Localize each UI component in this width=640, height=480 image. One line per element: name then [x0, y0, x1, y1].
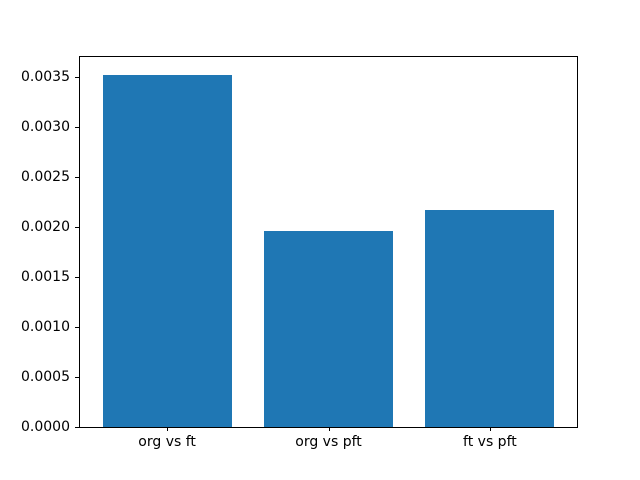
right-spine — [577, 56, 578, 428]
x-tick-label: org vs pft — [295, 434, 362, 450]
y-tick-label: 0.0015 — [21, 269, 70, 285]
y-tick-label: 0.0025 — [21, 169, 70, 185]
x-tick-mark — [328, 427, 330, 431]
y-tick-label: 0.0030 — [21, 119, 70, 135]
x-tick-mark — [489, 427, 491, 431]
left-spine — [79, 56, 80, 428]
y-tick-label: 0.0005 — [21, 369, 70, 385]
y-tick-mark — [75, 77, 79, 78]
y-tick-mark — [75, 277, 79, 278]
y-tick-label: 0.0000 — [21, 419, 70, 435]
y-tick-mark — [75, 177, 79, 178]
y-tick-mark — [75, 327, 79, 328]
y-tick-label: 0.0035 — [21, 69, 70, 85]
bar-ft-vs-pft — [425, 210, 555, 427]
plot-area: 0.0000 0.0005 0.0010 0.0015 0.0020 0.0025 0.00… — [21, 56, 578, 450]
x-tick-label: org vs ft — [138, 434, 196, 450]
x-tick-label: ft vs pft — [463, 434, 517, 450]
y-tick-mark — [75, 377, 79, 378]
y-tick-mark — [75, 127, 79, 128]
y-tick-label: 0.0010 — [21, 319, 70, 335]
x-tick-mark — [167, 427, 169, 431]
y-tick-mark — [75, 427, 79, 428]
y-tick-label: 0.0020 — [21, 219, 70, 235]
bar-org-vs-ft — [102, 75, 232, 427]
bar-org-vs-pft — [264, 231, 394, 427]
top-spine — [79, 56, 578, 57]
y-tick-mark — [75, 227, 79, 228]
